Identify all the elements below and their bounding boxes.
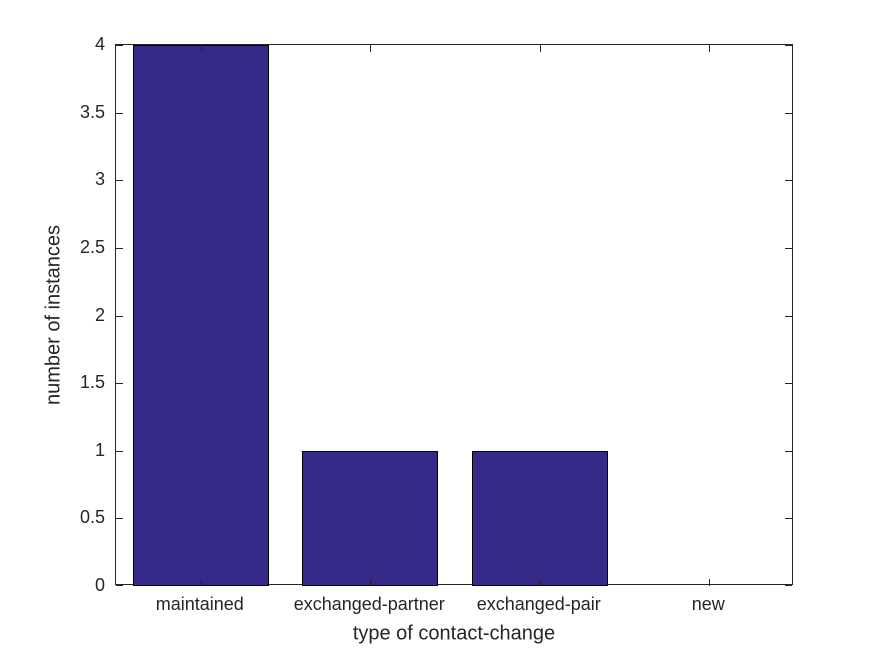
x-tick-top <box>370 45 372 52</box>
x-tick-label: maintained <box>155 594 244 614</box>
y-tick-label: 1 <box>94 439 105 460</box>
x-tick-top <box>200 45 202 52</box>
y-tick-left <box>116 383 123 385</box>
plot-area <box>115 44 793 586</box>
y-tick-right <box>785 518 792 520</box>
y-tick-left <box>116 45 123 46</box>
y-tick-label: 4 <box>94 34 105 54</box>
x-tick-bottom <box>370 579 372 586</box>
bar <box>302 450 439 586</box>
y-tick-right <box>785 383 792 385</box>
x-tick-bottom <box>200 579 202 586</box>
y-tick-left <box>116 112 123 114</box>
y-tick-label: 3.5 <box>79 101 105 122</box>
y-tick-right <box>785 450 792 452</box>
y-tick-right <box>785 112 792 114</box>
y-tick-label: 2 <box>94 304 105 325</box>
x-axis-label: type of contact-change <box>352 622 556 645</box>
y-axis-label: number of instances <box>42 224 65 406</box>
x-tick-label: exchanged-partner <box>293 594 445 614</box>
y-tick-label: 2.5 <box>79 236 105 257</box>
y-tick-right <box>785 180 792 182</box>
x-tick-bottom <box>539 579 541 586</box>
y-tick-left <box>116 585 123 586</box>
y-tick-right <box>785 315 792 317</box>
y-tick-right <box>785 247 792 249</box>
y-tick-left <box>116 450 123 452</box>
x-tick-top <box>539 45 541 52</box>
y-tick-right <box>785 45 792 46</box>
x-tick-label: exchanged-pair <box>476 594 601 614</box>
y-tick-label: 0 <box>94 575 105 595</box>
y-tick-left <box>116 247 123 249</box>
bar <box>471 450 608 586</box>
y-tick-label: 3 <box>94 169 105 190</box>
y-tick-label: 1.5 <box>79 372 105 393</box>
x-tick-top <box>709 45 711 52</box>
y-tick-label: 0.5 <box>79 507 105 528</box>
y-tick-left <box>116 180 123 182</box>
bar <box>132 45 269 586</box>
x-tick-bottom <box>709 579 711 586</box>
x-tick-label: new <box>691 594 725 614</box>
y-tick-right <box>785 585 792 586</box>
y-tick-left <box>116 518 123 520</box>
y-tick-left <box>116 315 123 317</box>
